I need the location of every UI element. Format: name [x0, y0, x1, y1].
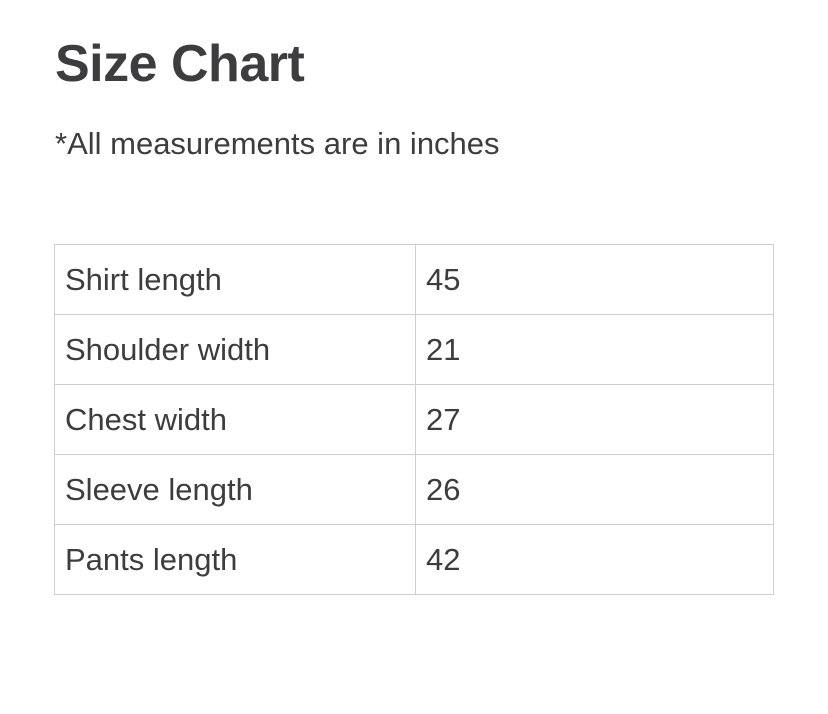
row-label: Shirt length — [54, 244, 416, 315]
size-table: Shirt length 45 Shoulder width 21 Chest wi… — [54, 244, 774, 595]
table-row: Shirt length 45 — [54, 244, 774, 315]
measurement-note: *All measurements are in inches — [55, 126, 500, 161]
table-row: Shoulder width 21 — [54, 314, 774, 385]
table-row: Pants length 42 — [54, 524, 774, 595]
table-row: Chest width 27 — [54, 384, 774, 455]
row-label: Shoulder width — [54, 314, 416, 385]
table-row: Sleeve length 26 — [54, 454, 774, 525]
row-value: 26 — [415, 454, 774, 525]
row-value: 27 — [415, 384, 774, 455]
row-value: 45 — [415, 244, 774, 315]
row-label: Chest width — [54, 384, 416, 455]
page-title: Size Chart — [55, 35, 305, 93]
row-value: 42 — [415, 524, 774, 595]
row-label: Sleeve length — [54, 454, 416, 525]
row-value: 21 — [415, 314, 774, 385]
row-label: Pants length — [54, 524, 416, 595]
